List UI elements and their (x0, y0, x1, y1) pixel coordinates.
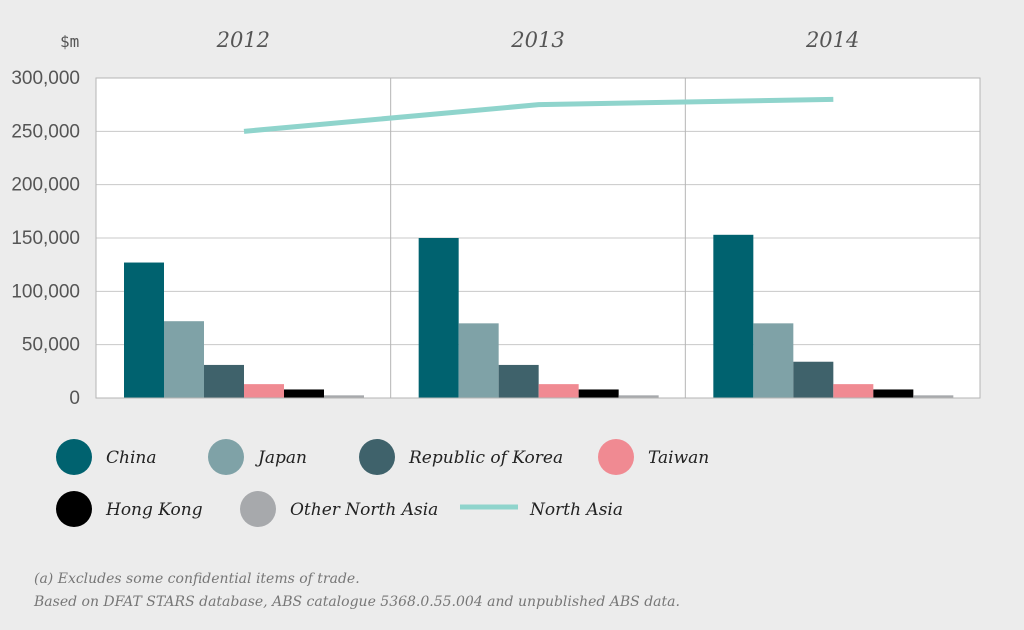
bar-other-north-asia-2014 (913, 395, 954, 398)
footnote-source: Based on DFAT STARS database, ABS catalo… (34, 594, 680, 610)
y-tick-label-50,000: 50,000 (22, 335, 80, 356)
legend-label-japan: Japan (255, 448, 307, 468)
year-label-2013: 2013 (510, 28, 564, 52)
legend-label-other-north-asia: Other North Asia (290, 500, 438, 520)
gridlines (96, 130, 980, 346)
chart: $m 2012 2013 2014 0 50,000 100,000 150,000 200… (11, 28, 981, 527)
legend-swatch-china (56, 439, 92, 475)
legend-label-north-asia: North Asia (529, 500, 623, 520)
legend: China Japan Republic of Korea Taiwan Hong Ko… (56, 439, 709, 527)
legend-label-hong-kong: Hong Kong (105, 500, 203, 520)
bar-taiwan-2014 (833, 384, 874, 398)
bar-republic-of-korea-2012 (204, 364, 244, 398)
bar-taiwan-2012 (244, 384, 284, 398)
bar-hong-kong-2012 (284, 389, 324, 398)
plot-border (95, 77, 981, 399)
footnote-confidential: (a) Excludes some confidential items of … (34, 571, 360, 587)
y-tick-label-250,000: 250,000 (11, 121, 80, 142)
bar-taiwan-2013 (538, 384, 579, 398)
legend-swatch-other-north-asia (240, 491, 276, 527)
bar-japan-2013 (458, 323, 499, 398)
year-label-2012: 2012 (216, 28, 270, 52)
y-tick-label-0: 0 (69, 388, 80, 409)
legend-swatch-republic-of-korea (359, 439, 395, 475)
bar-republic-of-korea-2013 (498, 364, 539, 398)
legend-label-china: China (106, 448, 156, 468)
bar-china-2013 (418, 238, 459, 398)
legend-label-taiwan: Taiwan (648, 448, 709, 468)
bar-hong-kong-2013 (578, 389, 619, 398)
unit-label: $m (60, 32, 79, 51)
line-north-asia (243, 96, 834, 134)
y-tick-label-150,000: 150,000 (11, 228, 80, 249)
bar-other-north-asia-2012 (324, 395, 364, 398)
north-asia-line (243, 96, 834, 134)
y-axis-ticks: 0 50,000 100,000 150,000 200,000 250,000 300,0… (11, 68, 80, 409)
year-label-2014: 2014 (805, 28, 859, 52)
y-tick-label-200,000: 200,000 (11, 175, 80, 196)
bar-hong-kong-2014 (873, 389, 914, 398)
y-tick-label-100,000: 100,000 (11, 281, 80, 302)
y-tick-label-300,000: 300,000 (11, 68, 80, 89)
legend-label-republic-of-korea: Republic of Korea (408, 448, 563, 468)
legend-swatch-hong-kong (56, 491, 92, 527)
bar-other-north-asia-2013 (618, 395, 659, 398)
bar-japan-2012 (164, 321, 204, 398)
bar-china-2012 (124, 262, 164, 398)
group-dividers (390, 78, 686, 398)
bar-japan-2014 (753, 323, 794, 398)
legend-swatch-japan (208, 439, 244, 475)
bar-china-2014 (713, 234, 754, 398)
bar-republic-of-korea-2014 (793, 361, 834, 398)
bars (124, 234, 954, 398)
year-labels: 2012 2013 2014 (216, 28, 860, 52)
legend-swatch-taiwan (598, 439, 634, 475)
